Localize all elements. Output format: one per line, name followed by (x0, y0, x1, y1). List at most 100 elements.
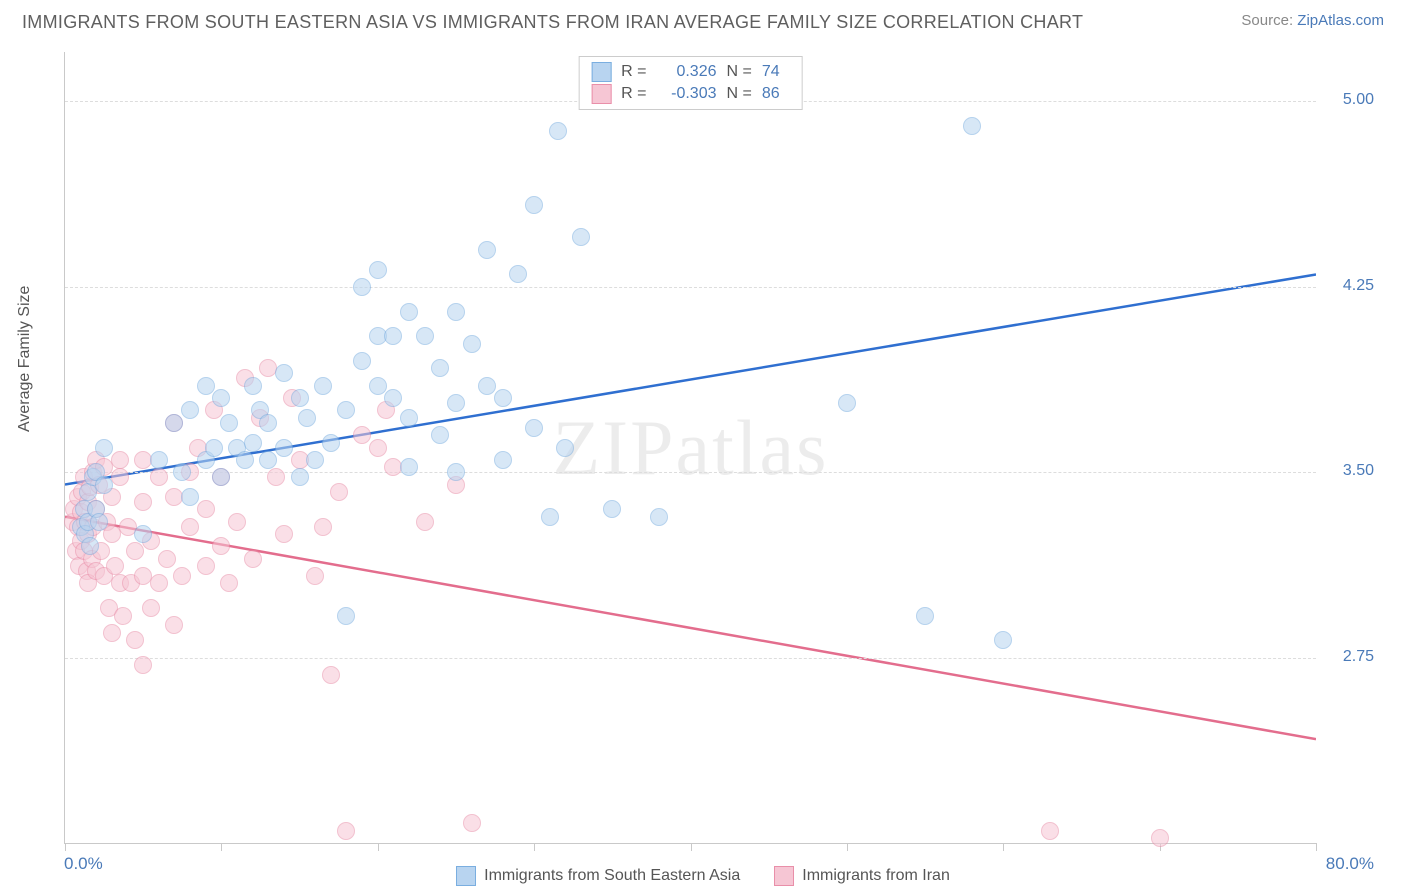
data-point-iran (158, 550, 176, 568)
data-point-sea (353, 352, 371, 370)
data-point-iran (150, 574, 168, 592)
data-point-iran (197, 557, 215, 575)
data-point-sea (205, 439, 223, 457)
data-point-iran (314, 518, 332, 536)
data-point-sea (963, 117, 981, 135)
data-point-sea (838, 394, 856, 412)
data-point-iran (220, 574, 238, 592)
legend-entry-sea: Immigrants from South Eastern Asia (456, 866, 740, 886)
data-point-sea (525, 419, 543, 437)
data-point-iran (111, 451, 129, 469)
data-point-sea (431, 426, 449, 444)
data-point-sea (353, 278, 371, 296)
swatch-sea-icon (591, 62, 611, 82)
data-point-sea (291, 468, 309, 486)
source-link[interactable]: ZipAtlas.com (1297, 12, 1384, 29)
x-tick (691, 843, 692, 851)
data-point-sea (259, 451, 277, 469)
data-point-sea (494, 451, 512, 469)
data-point-sea (416, 327, 434, 345)
data-point-sea (181, 488, 199, 506)
data-point-sea (337, 401, 355, 419)
data-point-iran (103, 624, 121, 642)
data-point-sea (95, 439, 113, 457)
data-point-iran (322, 666, 340, 684)
source-label: Source: ZipAtlas.com (1241, 12, 1384, 29)
data-point-sea (494, 389, 512, 407)
data-point-iran (114, 607, 132, 625)
data-point-sea (400, 303, 418, 321)
data-point-iran (181, 518, 199, 536)
watermark-text: ZIPatlas (553, 403, 829, 493)
data-point-sea (447, 463, 465, 481)
legend-row-sea: R = 0.326 N = 74 (591, 61, 790, 83)
data-point-iran (197, 500, 215, 518)
data-point-iran (353, 426, 371, 444)
data-point-sea (212, 389, 230, 407)
n-value-sea: 74 (762, 63, 790, 81)
data-point-sea (81, 537, 99, 555)
data-point-iran (106, 557, 124, 575)
data-point-sea (244, 377, 262, 395)
chart-container: Average Family Size ZIPatlas R = 0.326 N… (22, 52, 1384, 892)
r-value-iran: -0.303 (657, 85, 717, 103)
data-point-sea (384, 389, 402, 407)
data-point-iran (369, 439, 387, 457)
legend-row-iran: R = -0.303 N = 86 (591, 83, 790, 105)
data-point-sea (275, 364, 293, 382)
data-point-sea (95, 476, 113, 494)
x-tick (65, 843, 66, 851)
data-point-sea (197, 377, 215, 395)
data-point-sea (298, 409, 316, 427)
data-point-iran (306, 567, 324, 585)
data-point-sea (447, 394, 465, 412)
data-point-sea (150, 451, 168, 469)
x-tick (378, 843, 379, 851)
data-point-sea (916, 607, 934, 625)
data-point-iran (416, 513, 434, 531)
data-point-iran (1151, 829, 1169, 847)
data-point-sea (650, 508, 668, 526)
data-point-sea (322, 434, 340, 452)
data-point-iran (173, 567, 191, 585)
plot-area: ZIPatlas R = 0.326 N = 74 R = -0.303 N =… (64, 52, 1316, 844)
x-tick (534, 843, 535, 851)
data-point-sea (525, 196, 543, 214)
data-point-sea (431, 359, 449, 377)
data-point-sea (603, 500, 621, 518)
data-point-iran (165, 616, 183, 634)
data-point-sea (572, 228, 590, 246)
y-tick-label: 4.25 (1324, 277, 1374, 295)
y-tick-label: 3.50 (1324, 462, 1374, 480)
chart-header: IMMIGRANTS FROM SOUTH EASTERN ASIA VS IM… (0, 0, 1406, 39)
data-point-iran (126, 542, 144, 560)
gridline (65, 658, 1316, 659)
data-point-sea (400, 409, 418, 427)
x-tick (221, 843, 222, 851)
n-value-iran: 86 (762, 85, 790, 103)
legend-label-iran: Immigrants from Iran (802, 867, 950, 885)
data-point-sea (463, 335, 481, 353)
x-tick (1003, 843, 1004, 851)
data-point-sea (275, 439, 293, 457)
data-point-sea (556, 439, 574, 457)
data-point-iran (212, 537, 230, 555)
y-tick-label: 2.75 (1324, 648, 1374, 666)
bottom-legend: Immigrants from South Eastern Asia Immig… (22, 866, 1384, 886)
data-point-iran (228, 513, 246, 531)
data-point-iran (337, 822, 355, 840)
data-point-iran (134, 656, 152, 674)
data-point-iran (275, 525, 293, 543)
data-point-sea (291, 389, 309, 407)
data-point-sea (134, 525, 152, 543)
swatch-iran-icon (591, 84, 611, 104)
correlation-legend: R = 0.326 N = 74 R = -0.303 N = 86 (578, 56, 803, 110)
x-tick (1316, 843, 1317, 851)
data-point-sea (244, 434, 262, 452)
swatch-iran-icon (774, 866, 794, 886)
r-value-sea: 0.326 (657, 63, 717, 81)
data-point-sea (447, 303, 465, 321)
legend-label-sea: Immigrants from South Eastern Asia (484, 867, 740, 885)
data-point-sea (400, 458, 418, 476)
data-point-sea (236, 451, 254, 469)
